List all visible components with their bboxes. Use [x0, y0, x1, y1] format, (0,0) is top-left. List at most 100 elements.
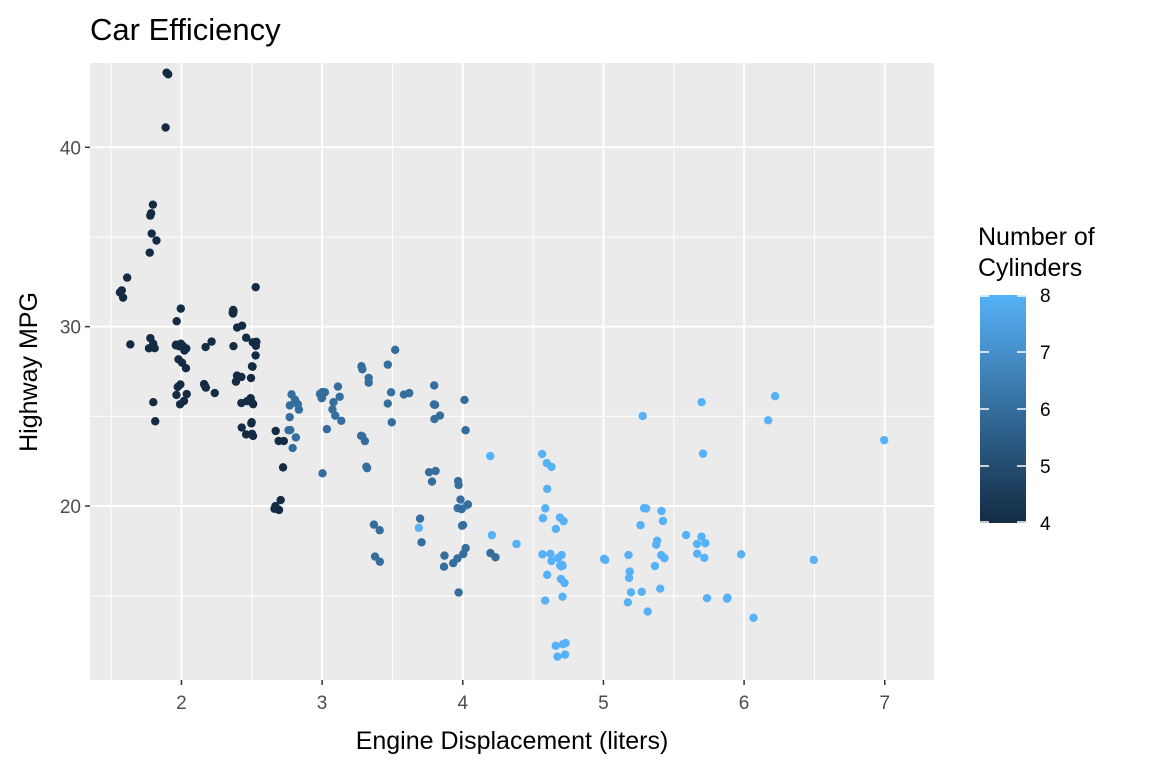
data-point: [736, 550, 746, 559]
data-point: [287, 390, 296, 399]
data-point: [161, 123, 170, 132]
data-point: [542, 458, 551, 468]
data-point: [271, 426, 280, 436]
data-point: [486, 548, 495, 558]
data-point: [427, 477, 437, 486]
y-tick-label: 30: [60, 318, 81, 339]
data-point: [387, 418, 396, 427]
data-point: [430, 400, 440, 410]
data-point: [487, 531, 497, 540]
data-point: [431, 466, 440, 476]
color-legend: Number of Cylinders 4 5 6 7 8: [978, 223, 1095, 535]
data-point: [357, 362, 366, 371]
data-point: [650, 561, 660, 571]
data-point: [643, 607, 652, 616]
data-point: [556, 574, 566, 584]
data-point: [200, 381, 210, 390]
data-point: [652, 536, 662, 545]
data-point: [229, 305, 238, 315]
data-point: [172, 317, 181, 326]
axis-ticks: 2 3 4 5 6 7 20 30 40: [60, 138, 890, 714]
data-point: [637, 587, 646, 596]
data-point: [624, 573, 634, 583]
data-point: [274, 505, 284, 515]
data-point: [174, 355, 183, 364]
data-point: [383, 399, 392, 408]
x-tick-label: 3: [317, 693, 328, 714]
data-point: [148, 200, 158, 209]
data-point: [424, 467, 434, 477]
data-point: [293, 400, 303, 409]
data-point: [463, 500, 473, 509]
data-point: [555, 513, 565, 522]
legend-title-line-1: Number of: [978, 223, 1095, 251]
data-point: [318, 469, 327, 478]
data-point: [241, 333, 251, 342]
legend-label: 7: [1040, 343, 1051, 364]
data-point: [172, 390, 181, 400]
legend-label: 8: [1040, 286, 1051, 307]
data-point: [546, 549, 555, 559]
data-point: [242, 396, 252, 406]
data-point: [414, 523, 424, 533]
data-point: [237, 372, 246, 382]
grid-lines: [90, 63, 934, 680]
data-point: [369, 520, 379, 529]
data-point: [229, 341, 238, 351]
data-point: [329, 397, 338, 407]
data-point: [542, 484, 552, 494]
y-tick-label: 40: [60, 138, 81, 159]
data-point: [658, 516, 668, 526]
data-point: [599, 554, 609, 564]
data-point: [697, 397, 706, 407]
data-point: [698, 449, 708, 458]
data-point: [692, 549, 702, 558]
data-point: [456, 495, 465, 504]
data-point: [333, 382, 343, 391]
data-point: [681, 530, 691, 540]
data-point: [551, 524, 561, 534]
data-point: [115, 288, 125, 297]
data-point: [624, 550, 633, 560]
data-point: [538, 514, 548, 523]
data-point: [538, 550, 547, 559]
legend-title-line-2: Cylinders: [978, 254, 1082, 282]
data-point: [122, 273, 132, 282]
data-point: [454, 588, 463, 597]
data-point: [149, 398, 158, 407]
data-point: [430, 414, 439, 424]
data-point: [461, 426, 470, 435]
data-point: [460, 395, 469, 405]
data-point: [561, 638, 570, 648]
data-point: [285, 401, 295, 410]
data-point: [285, 412, 294, 422]
data-point: [809, 555, 818, 565]
data-point: [150, 344, 159, 353]
data-point: [356, 431, 366, 441]
data-point: [560, 650, 570, 659]
data-point: [279, 436, 289, 446]
data-point: [457, 504, 466, 514]
data-point: [763, 416, 773, 425]
data-point: [383, 360, 393, 369]
data-point: [175, 400, 185, 409]
x-tick-label: 2: [176, 693, 187, 714]
data-point: [251, 282, 260, 292]
data-point: [770, 392, 780, 401]
data-point: [405, 388, 414, 398]
data-point: [335, 392, 344, 401]
data-point: [237, 321, 247, 330]
data-point: [370, 552, 380, 561]
data-point: [210, 388, 219, 398]
data-point: [247, 362, 257, 371]
data-point: [331, 411, 340, 420]
data-point: [551, 641, 560, 651]
data-point: [542, 570, 552, 580]
data-point: [454, 480, 463, 490]
data-point: [541, 504, 550, 513]
data-point: [558, 560, 567, 570]
data-point: [126, 340, 135, 349]
data-point: [626, 588, 636, 597]
data-point: [151, 417, 160, 426]
data-point: [364, 373, 373, 383]
